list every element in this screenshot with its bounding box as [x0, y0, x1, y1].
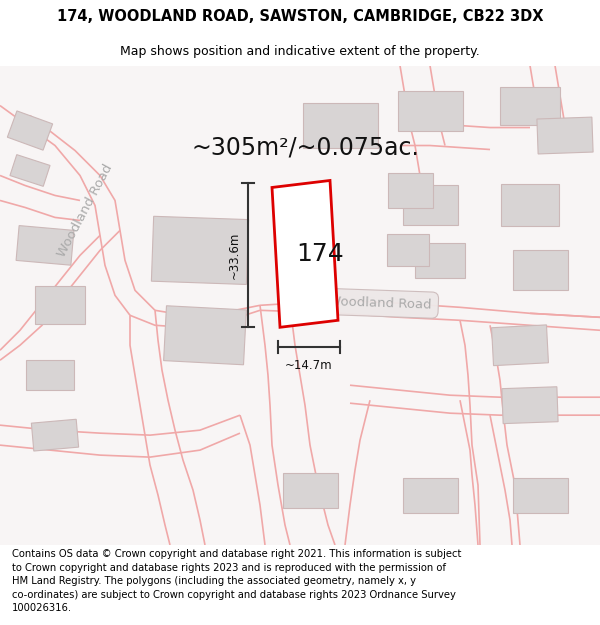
Polygon shape [7, 111, 53, 150]
Polygon shape [164, 306, 247, 365]
Text: ~305m²/~0.075ac.: ~305m²/~0.075ac. [191, 136, 419, 159]
Polygon shape [500, 87, 560, 124]
Text: 174: 174 [296, 242, 344, 266]
Text: Map shows position and indicative extent of the property.: Map shows position and indicative extent… [120, 45, 480, 58]
Polygon shape [10, 154, 50, 186]
Polygon shape [491, 325, 548, 366]
Text: ~33.6m: ~33.6m [227, 232, 241, 279]
Polygon shape [537, 117, 593, 154]
Text: 174, WOODLAND ROAD, SAWSTON, CAMBRIDGE, CB22 3DX: 174, WOODLAND ROAD, SAWSTON, CAMBRIDGE, … [57, 9, 543, 24]
Polygon shape [283, 472, 337, 508]
Polygon shape [403, 478, 458, 512]
Polygon shape [501, 184, 559, 226]
Polygon shape [398, 91, 463, 131]
Polygon shape [388, 173, 433, 208]
Polygon shape [387, 234, 429, 266]
Polygon shape [512, 251, 568, 291]
Text: Contains OS data © Crown copyright and database right 2021. This information is : Contains OS data © Crown copyright and d… [12, 549, 461, 613]
Polygon shape [151, 216, 248, 284]
Polygon shape [403, 186, 458, 226]
Polygon shape [16, 226, 74, 265]
Polygon shape [272, 181, 338, 328]
Text: Woodland Road: Woodland Road [55, 162, 115, 259]
Text: Woodland Road: Woodland Road [328, 295, 432, 312]
Polygon shape [502, 387, 558, 424]
Polygon shape [26, 360, 74, 390]
Polygon shape [31, 419, 79, 451]
Polygon shape [512, 478, 568, 512]
Polygon shape [35, 286, 85, 324]
Text: ~14.7m: ~14.7m [285, 359, 333, 372]
Polygon shape [302, 103, 377, 148]
Polygon shape [415, 243, 465, 278]
